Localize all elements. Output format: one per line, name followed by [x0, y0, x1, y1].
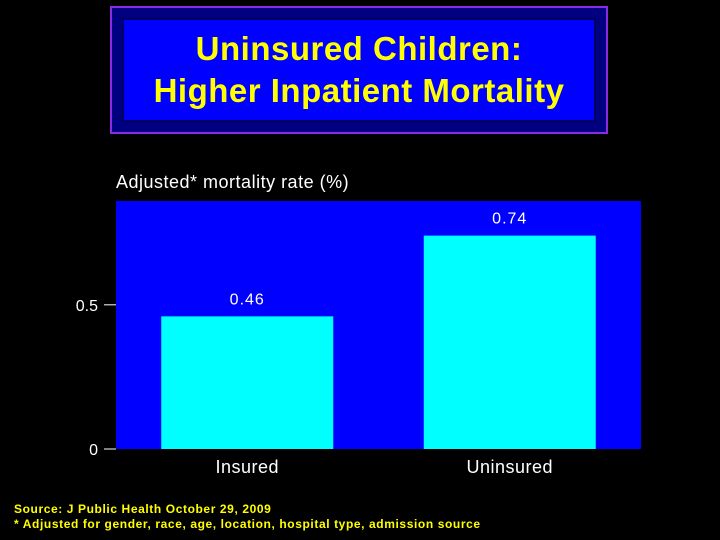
adjustment-note: * Adjusted for gender, race, age, locati… [14, 517, 481, 531]
bar-uninsured [423, 235, 596, 449]
y-axis-label: Adjusted* mortality rate (%) [116, 172, 349, 192]
footer: Source: J Public Health October 29, 2009… [14, 502, 481, 532]
bar-value-label: 0.74 [492, 211, 527, 228]
category-label: Insured [215, 457, 279, 477]
bar-chart: Adjusted* mortality rate (%) 00.5 0.460.… [76, 172, 641, 477]
title-line-2: Higher Inpatient Mortality [153, 72, 565, 109]
title-box: Uninsured Children: Higher Inpatient Mor… [110, 6, 608, 134]
title-inner: Uninsured Children: Higher Inpatient Mor… [122, 18, 596, 122]
source-note: Source: J Public Health October 29, 2009 [14, 502, 272, 516]
bar-value-label: 0.46 [230, 291, 265, 308]
title-line-1: Uninsured Children: [195, 30, 523, 67]
bar-value-labels: 0.46 0.74 [230, 211, 527, 309]
category-label: Uninsured [466, 457, 553, 477]
bars [161, 235, 596, 449]
y-axis-ticks: 00.5 [76, 298, 116, 459]
category-labels: Insured Uninsured [215, 457, 553, 477]
bar-insured [161, 316, 334, 449]
y-tick-label: 0 [89, 442, 98, 459]
y-tick-label: 0.5 [76, 298, 98, 315]
